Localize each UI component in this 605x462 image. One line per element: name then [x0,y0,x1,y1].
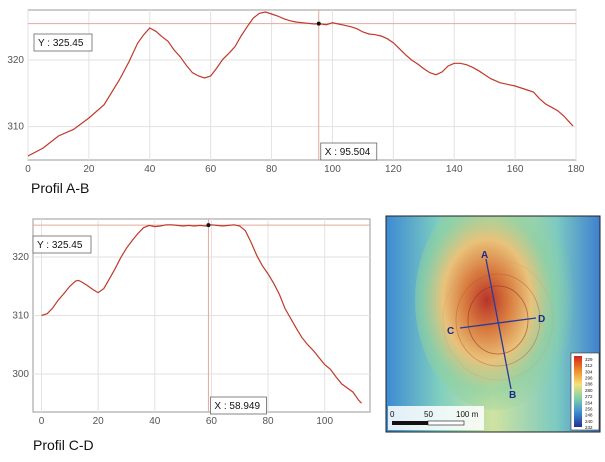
map-relief [415,216,575,410]
legend-value: 329 [585,357,593,362]
profile-ab-cursor-point [316,21,321,26]
legend-value: 280 [585,388,593,393]
scale-mid-label: 50 [424,410,433,419]
profile-cd-cursor-point [206,223,211,228]
x-tick-label: 80 [262,416,274,427]
legend-value: 272 [585,394,593,399]
x-tick-label: 60 [206,416,218,427]
legend-value: 240 [585,419,593,424]
x-tick-label: 40 [149,416,161,427]
y-tick-label: 310 [12,311,29,322]
legend-value: 232 [585,425,593,430]
map-frame [385,215,601,433]
x-tick-label: 160 [507,164,524,175]
profile-ab-x-readout: X : 95.504 [320,142,378,161]
legend-value: 248 [585,413,593,418]
profile-ab-tick-labels: 0 20 40 60 80 100 120 140 160 180 310 320 [7,55,584,175]
x-tick-label: 100 [316,416,333,427]
x-tick-label: 120 [385,164,402,175]
legend-value: 312 [585,363,593,368]
x-tick-label: 100 [324,164,341,175]
x-tick-label: 0 [25,164,31,175]
legend-value: 264 [585,400,593,405]
svg-text:Y : 325.45: Y : 325.45 [37,240,83,251]
legend-value: 288 [585,382,593,387]
profile-ab-trace [485,258,512,390]
y-tick-label: 310 [7,122,24,133]
legend-value: 296 [585,376,593,381]
x-tick-label: 0 [39,416,45,427]
x-tick-label: 40 [144,164,156,175]
svg-text:X : 58.949: X : 58.949 [214,401,260,412]
svg-text:X : 95.504: X : 95.504 [325,147,371,158]
profile-cd-x-readout: X : 58.949 [210,396,267,415]
caption-profile-cd: Profil C-D [33,437,94,453]
scale-bar: 0 50 100 m [388,406,484,430]
legend-value: 304 [585,369,593,374]
scale-end-label: 100 m [456,410,479,419]
profile-ab-y-readout: Y : 325.45 [33,33,93,52]
x-tick-label: 20 [93,416,105,427]
y-tick-label: 300 [12,369,29,380]
caption-profile-ab: Profil A-B [31,180,90,196]
profile-cd-tick-labels: 0 20 40 60 80 100 300 310 320 [12,252,333,427]
profile-cd-trace [459,317,537,329]
profile-cd-y-readout: Y : 325.45 [32,235,92,254]
y-tick-label: 320 [7,55,24,66]
profile-ab-chart: 0 20 40 60 80 100 120 140 160 180 310 320 Y : 325.4… [7,9,585,175]
map-label-c: C [447,326,454,337]
profile-ab-line [27,11,574,157]
x-tick-label: 60 [205,164,217,175]
profile-ab-frame [27,9,577,161]
x-tick-label: 80 [266,164,278,175]
map-label-a: A [481,250,488,261]
y-tick-label: 320 [12,252,29,263]
legend-value: 256 [585,406,593,411]
scale-zero-label: 0 [390,410,395,419]
x-tick-label: 20 [83,164,95,175]
profile-cd-chart: 0 20 40 60 80 100 300 310 320 Y : 325.45 X : 58.… [12,218,371,427]
map-label-b: B [509,390,516,401]
profile-ab-grid [27,10,577,160]
x-tick-label: 140 [446,164,463,175]
svg-text:Y : 325.45: Y : 325.45 [38,38,84,49]
profile-ab-cursor [28,10,576,160]
map-label-d: D [538,314,545,325]
x-tick-label: 180 [568,164,585,175]
profile-cd-line [41,224,362,404]
